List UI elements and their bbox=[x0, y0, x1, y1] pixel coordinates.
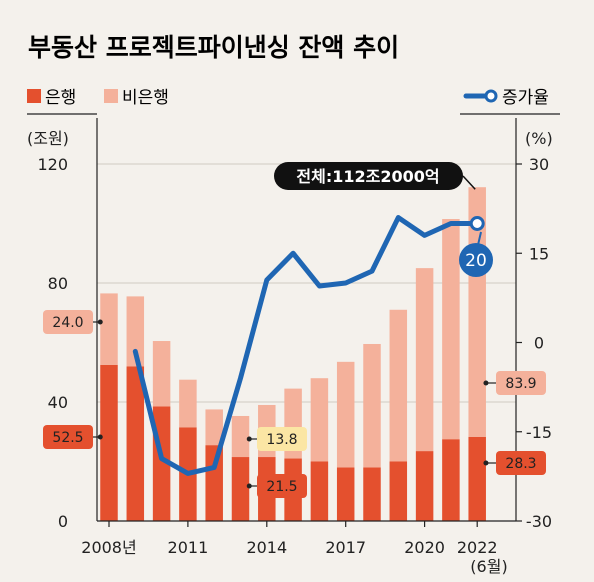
growth-bubble bbox=[459, 243, 493, 277]
growth-line bbox=[132, 215, 480, 476]
value-callout-box bbox=[43, 425, 93, 449]
value-callout-box bbox=[257, 427, 307, 451]
total-callout: 전체:112조2000억 bbox=[296, 167, 439, 186]
bar-nonbank bbox=[442, 219, 460, 440]
value-callout-dot bbox=[483, 380, 489, 386]
right-axis-unit: (%) bbox=[525, 129, 553, 148]
right-tick-label: 0 bbox=[534, 334, 544, 353]
bar-bank bbox=[205, 445, 223, 521]
bar-nonbank bbox=[100, 293, 118, 365]
right-tick-label: -30 bbox=[526, 512, 552, 531]
bar-bank bbox=[468, 436, 486, 521]
value-callout-box bbox=[496, 371, 546, 395]
legend-growth-label: 증가율 bbox=[502, 88, 549, 108]
left-tick-label: 40 bbox=[48, 393, 68, 412]
right-tick-label: 15 bbox=[529, 244, 549, 263]
bar-bank bbox=[126, 366, 145, 521]
value-callout-box bbox=[257, 474, 307, 498]
value-callout: 52.5 bbox=[52, 430, 83, 446]
value-callout-dot bbox=[97, 434, 103, 440]
total-callout-box bbox=[274, 162, 463, 190]
left-tick-label: 80 bbox=[48, 274, 68, 293]
right-tick-label: -15 bbox=[526, 423, 552, 442]
value-callout-dot bbox=[246, 436, 252, 442]
left-tick-label: 0 bbox=[58, 512, 68, 531]
x-sublabel: (6월) bbox=[470, 557, 507, 576]
x-tick-label: 2011 bbox=[168, 538, 209, 557]
x-tick-label: 2022 bbox=[457, 538, 498, 557]
legend-bank-swatch bbox=[27, 89, 41, 103]
bar-bank bbox=[389, 461, 408, 521]
bar-nonbank bbox=[415, 268, 434, 452]
bar-bank bbox=[363, 467, 381, 521]
growth-bubble-leader bbox=[477, 231, 482, 246]
left-axis-unit: (조원) bbox=[27, 129, 69, 148]
bar-nonbank bbox=[231, 415, 250, 458]
x-tick-label: 2008년 bbox=[81, 538, 136, 557]
value-callout: 28.3 bbox=[505, 456, 536, 472]
legend-nonbank-label: 비은행 bbox=[122, 88, 169, 108]
value-callout: 24.0 bbox=[52, 315, 83, 331]
bar-bank bbox=[336, 467, 355, 521]
value-callout-box bbox=[496, 451, 546, 475]
right-tick-label: 30 bbox=[529, 155, 549, 174]
legend-nonbank-swatch bbox=[104, 89, 118, 103]
value-callout: 13.8 bbox=[266, 432, 297, 448]
x-tick-label: 2014 bbox=[246, 538, 287, 557]
bar-bank bbox=[442, 439, 460, 521]
bar-nonbank bbox=[179, 379, 197, 428]
legend-growth-marker bbox=[484, 89, 498, 103]
bar-bank bbox=[100, 364, 118, 521]
callout-group: 전체:112조2000억 20 52.5 24.0 21.5 13.8 28.3 83.9 bbox=[43, 162, 546, 498]
bar-nonbank bbox=[363, 343, 381, 468]
value-callout-dot bbox=[483, 460, 489, 466]
bar-nonbank bbox=[336, 361, 355, 468]
x-tick-label: 2020 bbox=[404, 538, 445, 557]
bar-nonbank bbox=[205, 409, 223, 446]
bar-nonbank bbox=[152, 341, 171, 407]
value-callout-box bbox=[43, 310, 93, 334]
growth-end-marker bbox=[469, 216, 485, 231]
growth-line-group bbox=[132, 215, 485, 476]
chart-title: 부동산 프로젝트파이낸싱 잔액 추이 bbox=[28, 33, 399, 62]
x-axis-labels: 2008년 2011 2014 2017 2020 2022 bbox=[81, 521, 498, 557]
left-tick-label: 120 bbox=[37, 155, 68, 174]
value-callout-dot bbox=[97, 319, 103, 325]
bar-nonbank bbox=[389, 309, 408, 462]
bar-bank bbox=[415, 451, 434, 521]
bar-nonbank bbox=[310, 378, 329, 462]
value-callout: 21.5 bbox=[266, 479, 297, 495]
value-callout: 83.9 bbox=[505, 376, 536, 392]
total-callout-leader bbox=[462, 175, 476, 190]
growth-marker-value: 20 bbox=[465, 251, 487, 271]
bar-nonbank bbox=[126, 296, 145, 367]
bar-bank bbox=[310, 461, 329, 521]
bar-group bbox=[100, 187, 486, 521]
axes: 0 40 80 120 -30 -15 0 15 30 bbox=[37, 118, 552, 531]
bar-bank bbox=[231, 457, 250, 521]
x-tick-label: 2017 bbox=[325, 538, 366, 557]
legend-bank-label: 은행 bbox=[45, 88, 76, 108]
value-callout-dot bbox=[246, 483, 252, 489]
